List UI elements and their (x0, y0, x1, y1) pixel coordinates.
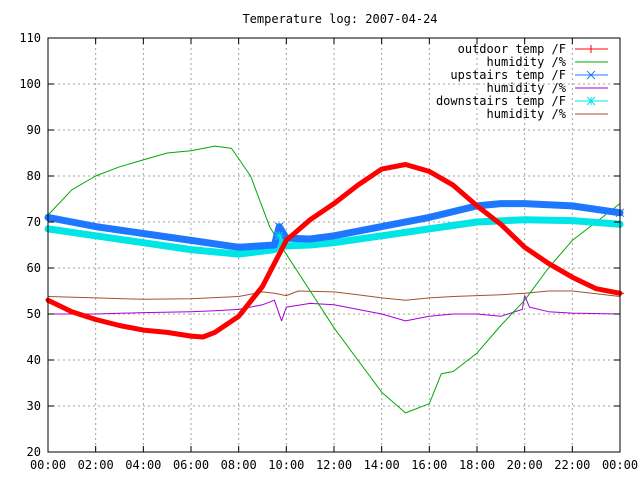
series-point-marker (274, 222, 284, 231)
x-tick-label: 08:00 (221, 458, 257, 472)
x-tick-label: 12:00 (316, 458, 352, 472)
y-tick-label: 40 (27, 353, 41, 367)
legend-label: downstairs temp /F (436, 94, 566, 108)
series-line-0 (45, 162, 623, 340)
x-tick-label: 10:00 (268, 458, 304, 472)
legend-marker (587, 45, 595, 53)
series-line-3 (47, 295, 621, 322)
series-point-marker (274, 231, 284, 241)
series-layer (44, 145, 625, 414)
y-tick-label: 100 (19, 77, 41, 91)
y-tick-label: 60 (27, 261, 41, 275)
x-tick-label: 00:00 (602, 458, 638, 472)
x-tick-label: 06:00 (173, 458, 209, 472)
y-tick-label: 110 (19, 31, 41, 45)
x-tick-label: 00:00 (30, 458, 66, 472)
y-tick-label: 90 (27, 123, 41, 137)
series-line-1 (47, 145, 621, 414)
legend-label: humidity /% (487, 107, 567, 121)
y-tick-label: 80 (27, 169, 41, 183)
x-tick-label: 20:00 (507, 458, 543, 472)
legend-label: humidity /% (487, 81, 567, 95)
y-tick-label: 30 (27, 399, 41, 413)
legend-label: humidity /% (487, 55, 567, 69)
x-tick-label: 02:00 (78, 458, 114, 472)
legend-label: upstairs temp /F (450, 68, 566, 82)
x-tick-label: 18:00 (459, 458, 495, 472)
legend-label: outdoor temp /F (458, 42, 566, 56)
y-tick-label: 20 (27, 445, 41, 459)
x-tick-label: 22:00 (554, 458, 590, 472)
y-tick-label: 50 (27, 307, 41, 321)
chart-title: Temperature log: 2007-04-24 (242, 12, 437, 26)
series-line-4 (44, 216, 624, 258)
series-line-2 (44, 200, 624, 251)
legend-marker (586, 70, 596, 80)
axis-ticks: 20 30 40 50 60 70 80 90 100 110 00:00 02:00 04:00 06:… (19, 31, 638, 472)
series-line-5 (47, 290, 621, 301)
y-tick-label: 70 (27, 215, 41, 229)
x-tick-label: 04:00 (125, 458, 161, 472)
x-tick-label: 16:00 (411, 458, 447, 472)
x-tick-label: 14:00 (364, 458, 400, 472)
legend-marker (586, 96, 596, 106)
